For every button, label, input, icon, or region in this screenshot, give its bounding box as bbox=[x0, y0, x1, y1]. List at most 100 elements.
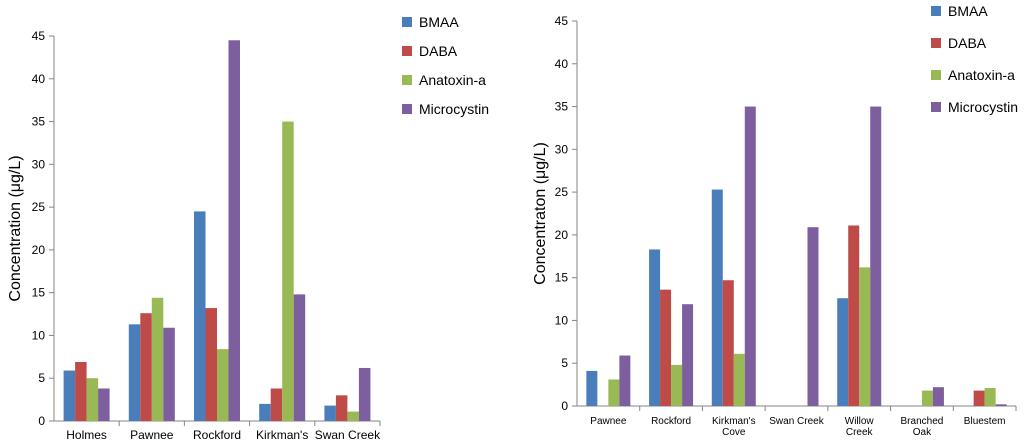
bar bbox=[163, 327, 175, 421]
legend-label: BMAA bbox=[948, 3, 988, 19]
y-tick-label: 40 bbox=[32, 72, 46, 86]
legend-swatch bbox=[402, 46, 412, 56]
x-tick-label: Swan Creek bbox=[769, 416, 824, 427]
x-tick-label: Pawnee bbox=[130, 428, 174, 442]
x-tick-label-line: Holmes bbox=[66, 428, 107, 442]
bar bbox=[293, 294, 306, 421]
y-tick-label: 15 bbox=[555, 271, 569, 285]
x-tick-label: Holmes bbox=[66, 428, 107, 442]
y-tick-label: 35 bbox=[555, 100, 569, 114]
x-tick-label-line: Swan Creek bbox=[769, 416, 824, 427]
x-tick-label-line: Pawnee bbox=[130, 428, 174, 442]
chart-2: 0 5 10 15 20 25 30 35 40 45 Concentraton (μg/L) Paw… bbox=[532, 3, 1018, 438]
bar bbox=[859, 267, 871, 406]
y-tick-label: 10 bbox=[555, 313, 569, 327]
legend-label: DABA bbox=[419, 43, 458, 59]
y-tick-label: 25 bbox=[555, 185, 569, 199]
legend-swatch bbox=[402, 75, 412, 85]
y-tick-label: 5 bbox=[561, 356, 568, 370]
x-tick-label: Willow Creek bbox=[845, 416, 875, 438]
bar bbox=[63, 370, 76, 421]
bar bbox=[217, 349, 229, 421]
legend-label: Microcystin bbox=[419, 101, 489, 117]
bar bbox=[228, 40, 240, 422]
bar bbox=[324, 405, 336, 421]
x-tick-label: Kirkman's bbox=[256, 428, 308, 442]
chart-1: 0 5 10 15 20 25 30 35 40 45 Concentration (μg/L) Ho… bbox=[7, 14, 489, 442]
y-axis-title: Concentraton (μg/L) bbox=[532, 142, 549, 285]
y-tick-label: 10 bbox=[32, 328, 46, 342]
bar bbox=[259, 403, 271, 421]
x-tick-label: Rockford bbox=[651, 416, 691, 427]
x-tick-label: Rockford bbox=[193, 428, 241, 442]
legend-label: Anatoxin-a bbox=[419, 72, 486, 88]
bar bbox=[744, 106, 756, 407]
bar bbox=[932, 387, 944, 406]
bar bbox=[205, 308, 217, 421]
bar bbox=[335, 395, 348, 421]
bar bbox=[711, 189, 723, 406]
x-tick-label: Branched Oak bbox=[901, 416, 944, 438]
legend-swatch bbox=[402, 104, 412, 114]
x-tick-label-line: Rockford bbox=[651, 416, 691, 427]
bar bbox=[270, 388, 283, 421]
legend-label: Anatoxin-a bbox=[948, 67, 1015, 83]
bar bbox=[807, 227, 819, 406]
x-tick-label: Kirkman's Cove bbox=[712, 416, 756, 438]
x-tick-label-line: Pawnee bbox=[590, 416, 627, 427]
y-tick-label: 20 bbox=[32, 243, 46, 257]
legend-label: BMAA bbox=[419, 14, 459, 30]
bar bbox=[973, 390, 985, 406]
bar bbox=[619, 355, 631, 406]
bar bbox=[848, 225, 860, 406]
legend-label: Microcystin bbox=[948, 99, 1018, 115]
y-tick-label: 35 bbox=[32, 115, 46, 129]
bar bbox=[984, 388, 996, 406]
bar bbox=[682, 304, 694, 406]
bar bbox=[282, 121, 294, 422]
bar bbox=[870, 106, 882, 407]
bar bbox=[608, 379, 620, 406]
bar bbox=[194, 211, 206, 421]
y-tick-label: 30 bbox=[555, 142, 569, 156]
bar bbox=[660, 289, 672, 406]
x-tick-label: Pawnee bbox=[590, 416, 627, 427]
y-tick-label: 0 bbox=[38, 414, 45, 428]
x-tick-label-line: Cove bbox=[722, 427, 746, 438]
x-tick-label-line: Swan Creek bbox=[315, 428, 381, 442]
x-tick-label-line: Willow bbox=[845, 416, 875, 427]
bar bbox=[671, 364, 683, 406]
x-tick-label-line: Oak bbox=[913, 427, 932, 438]
bar bbox=[586, 370, 598, 406]
x-tick-label: Swan Creek bbox=[315, 428, 381, 442]
y-tick-label: 5 bbox=[38, 371, 45, 385]
bar bbox=[649, 249, 661, 406]
bar bbox=[98, 388, 110, 421]
y-tick-label: 25 bbox=[32, 200, 46, 214]
bar bbox=[151, 297, 164, 421]
y-tick-label: 0 bbox=[561, 399, 568, 413]
bar bbox=[347, 411, 359, 421]
legend-swatch bbox=[931, 6, 941, 16]
bar bbox=[733, 353, 745, 406]
legend-label: DABA bbox=[948, 35, 987, 51]
y-tick-label: 20 bbox=[555, 228, 569, 242]
x-tick-label-line: Branched bbox=[901, 416, 944, 427]
legend-swatch bbox=[931, 70, 941, 80]
bar bbox=[75, 361, 87, 421]
y-axis-title: Concentration (μg/L) bbox=[7, 155, 24, 301]
bar bbox=[722, 280, 734, 406]
x-tick-label-line: Bluestem bbox=[964, 416, 1006, 427]
x-tick-label-line: Kirkman's bbox=[256, 428, 308, 442]
x-tick-label: Bluestem bbox=[964, 416, 1006, 427]
y-tick-label: 45 bbox=[32, 29, 46, 43]
x-tick-label-line: Kirkman's bbox=[712, 416, 756, 427]
bar bbox=[140, 313, 152, 421]
legend-swatch bbox=[931, 38, 941, 48]
y-tick-label: 45 bbox=[555, 14, 569, 28]
legend-swatch bbox=[402, 17, 412, 27]
bar bbox=[995, 404, 1007, 406]
y-tick-label: 40 bbox=[555, 57, 569, 71]
x-tick-label-line: Rockford bbox=[193, 428, 241, 442]
